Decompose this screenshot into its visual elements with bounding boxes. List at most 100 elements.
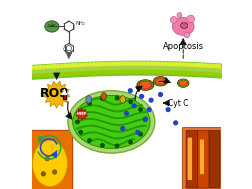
Circle shape (60, 73, 63, 76)
Circle shape (75, 120, 79, 124)
Circle shape (85, 63, 88, 66)
Text: MMP: MMP (76, 112, 87, 116)
Circle shape (71, 72, 74, 75)
Circle shape (143, 117, 147, 121)
Circle shape (85, 71, 88, 75)
Circle shape (78, 72, 81, 75)
Ellipse shape (72, 95, 149, 148)
Circle shape (210, 64, 213, 67)
FancyBboxPatch shape (185, 130, 198, 188)
Circle shape (64, 64, 67, 67)
Ellipse shape (179, 81, 186, 86)
Circle shape (160, 70, 163, 74)
Circle shape (192, 72, 195, 75)
Circle shape (167, 71, 170, 74)
Circle shape (45, 156, 49, 161)
Circle shape (210, 73, 213, 76)
Circle shape (214, 73, 217, 76)
Circle shape (117, 70, 120, 74)
Circle shape (56, 73, 59, 76)
Ellipse shape (32, 140, 67, 187)
Circle shape (199, 64, 203, 67)
Circle shape (35, 66, 38, 69)
FancyBboxPatch shape (199, 139, 203, 174)
Ellipse shape (68, 91, 154, 153)
Circle shape (88, 63, 92, 66)
Circle shape (128, 140, 132, 144)
Circle shape (60, 64, 63, 67)
Circle shape (78, 63, 81, 67)
Circle shape (71, 64, 74, 67)
Circle shape (192, 63, 195, 67)
Circle shape (46, 74, 49, 77)
Circle shape (138, 108, 142, 111)
Ellipse shape (153, 77, 167, 86)
FancyBboxPatch shape (197, 130, 208, 188)
Circle shape (115, 96, 118, 100)
Circle shape (67, 64, 70, 67)
Circle shape (199, 72, 203, 75)
Circle shape (146, 70, 149, 74)
Circle shape (74, 64, 77, 67)
Circle shape (186, 15, 194, 23)
Circle shape (156, 62, 160, 65)
Circle shape (153, 70, 156, 74)
Circle shape (181, 25, 182, 26)
Circle shape (206, 64, 210, 67)
Ellipse shape (45, 21, 59, 32)
FancyBboxPatch shape (208, 130, 219, 188)
Circle shape (188, 72, 192, 75)
Ellipse shape (101, 93, 106, 100)
FancyBboxPatch shape (181, 128, 221, 189)
Circle shape (171, 71, 174, 74)
Circle shape (79, 130, 82, 134)
Circle shape (96, 63, 99, 66)
Ellipse shape (177, 79, 188, 87)
Circle shape (206, 72, 210, 76)
Polygon shape (76, 108, 87, 120)
Circle shape (113, 70, 117, 74)
Circle shape (217, 73, 220, 76)
Circle shape (160, 62, 163, 65)
Circle shape (147, 108, 150, 112)
Circle shape (128, 100, 132, 104)
Circle shape (138, 133, 142, 136)
Circle shape (31, 66, 35, 69)
Circle shape (132, 104, 135, 108)
Circle shape (171, 62, 174, 66)
Circle shape (188, 63, 192, 66)
Circle shape (81, 72, 84, 75)
Circle shape (131, 70, 135, 74)
Circle shape (139, 94, 143, 98)
Circle shape (79, 110, 82, 113)
Circle shape (178, 63, 181, 66)
Text: Cl: Cl (62, 47, 68, 52)
Circle shape (174, 63, 177, 66)
Circle shape (38, 66, 42, 69)
Circle shape (153, 62, 156, 65)
Circle shape (146, 62, 149, 65)
Circle shape (158, 93, 162, 96)
Circle shape (214, 64, 217, 68)
Circle shape (184, 25, 186, 26)
Circle shape (139, 62, 142, 65)
Ellipse shape (172, 18, 193, 36)
Text: Apoptosis: Apoptosis (162, 42, 203, 51)
Circle shape (41, 172, 45, 176)
Circle shape (38, 74, 42, 77)
Circle shape (185, 63, 188, 66)
Circle shape (170, 16, 176, 23)
Polygon shape (43, 81, 70, 108)
Circle shape (53, 65, 56, 68)
Circle shape (181, 63, 185, 66)
Circle shape (52, 170, 57, 174)
Circle shape (106, 71, 110, 74)
Circle shape (46, 65, 49, 68)
Circle shape (100, 144, 104, 147)
Circle shape (135, 70, 138, 74)
Text: ROS: ROS (39, 87, 69, 100)
Circle shape (96, 71, 99, 74)
Circle shape (124, 70, 128, 74)
Circle shape (217, 65, 220, 68)
Ellipse shape (85, 96, 91, 103)
